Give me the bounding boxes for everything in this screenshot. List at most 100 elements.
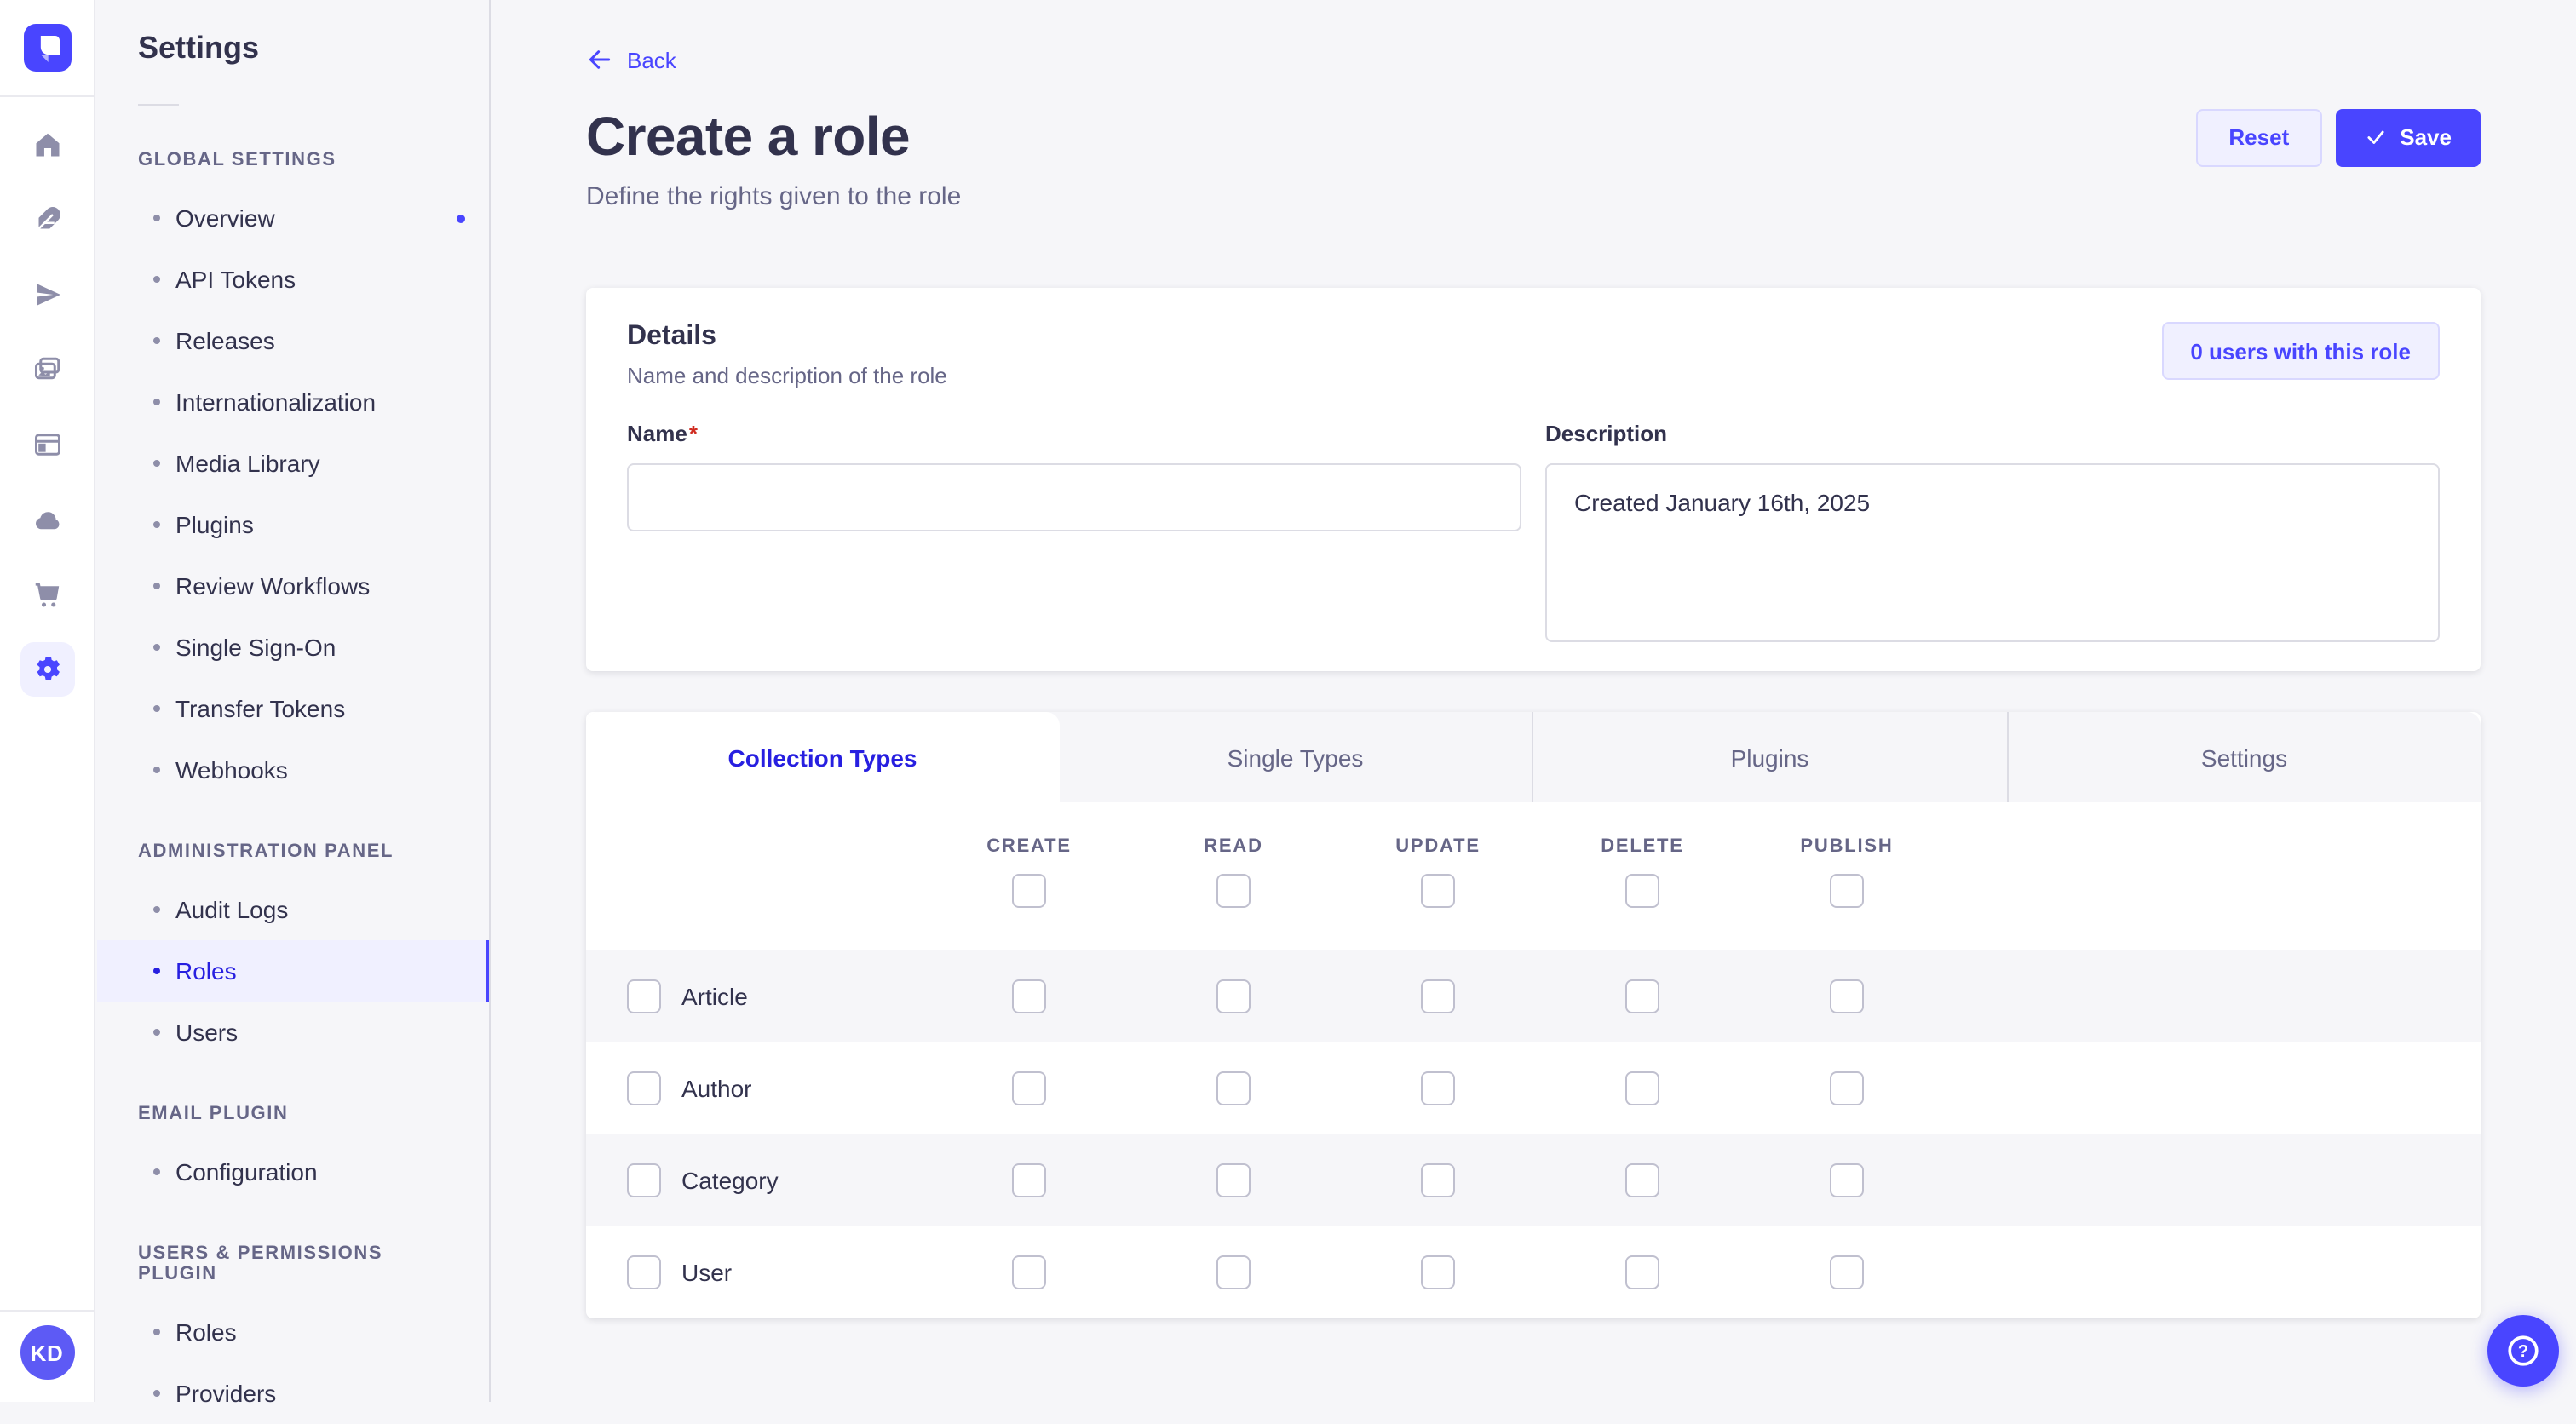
- sidebar-item-releases[interactable]: Releases: [97, 310, 489, 371]
- select-all-read-checkbox[interactable]: [1216, 874, 1251, 908]
- sidebar-item-roles[interactable]: Roles: [97, 1301, 489, 1363]
- category-publish-checkbox[interactable]: [1830, 1163, 1864, 1197]
- sidebar-item-transfer-tokens[interactable]: Transfer Tokens: [97, 678, 489, 739]
- table-row: Article: [586, 950, 2481, 1042]
- strapi-logo-icon[interactable]: [23, 24, 71, 72]
- author-read-checkbox[interactable]: [1216, 1071, 1251, 1105]
- page-subtitle: Define the rights given to the role: [586, 182, 962, 211]
- reset-button[interactable]: Reset: [2196, 108, 2322, 166]
- tab-label: Collection Types: [727, 744, 917, 771]
- sidebar-item-webhooks[interactable]: Webhooks: [97, 739, 489, 801]
- category-create-checkbox[interactable]: [1012, 1163, 1046, 1197]
- bullet-icon: [153, 337, 160, 344]
- article-read-checkbox[interactable]: [1216, 979, 1251, 1013]
- permissions-tabbar: Collection Types Single Types Plugins Setti…: [586, 712, 2481, 802]
- user-read-checkbox[interactable]: [1216, 1255, 1251, 1289]
- bullet-icon: [153, 767, 160, 773]
- sidebar-item-label: Plugins: [175, 511, 254, 538]
- sidebar-item-configuration[interactable]: Configuration: [97, 1141, 489, 1203]
- permissions-table-header: CREATE READ UPDATE DELETE PUBLISH: [586, 802, 2481, 950]
- author-update-checkbox[interactable]: [1421, 1071, 1455, 1105]
- sidebar-item-internationalization[interactable]: Internationalization: [97, 371, 489, 433]
- tab-plugins[interactable]: Plugins: [1532, 712, 2006, 802]
- content-manager-icon[interactable]: [20, 192, 74, 247]
- table-row: User: [586, 1226, 2481, 1318]
- row-label: Category: [681, 1167, 779, 1194]
- sidebar-title: Settings: [138, 31, 260, 65]
- author-row-checkbox[interactable]: [627, 1071, 661, 1105]
- sidebar-item-label: Roles: [175, 957, 237, 985]
- category-row-checkbox[interactable]: [627, 1163, 661, 1197]
- divider: [0, 1310, 94, 1312]
- marketplace-icon[interactable]: [20, 567, 74, 622]
- article-delete-checkbox[interactable]: [1625, 979, 1659, 1013]
- users-with-role-button[interactable]: 0 users with this role: [2161, 322, 2440, 380]
- content-type-builder-icon[interactable]: [20, 417, 74, 472]
- media-library-icon[interactable]: [20, 342, 74, 397]
- sidebar-item-audit-logs[interactable]: Audit Logs: [97, 879, 489, 940]
- active-indicator: [486, 940, 489, 1002]
- column-header: READ: [1204, 836, 1263, 857]
- user-publish-checkbox[interactable]: [1830, 1255, 1864, 1289]
- home-icon[interactable]: [20, 118, 74, 172]
- description-textarea[interactable]: Created January 16th, 2025: [1545, 463, 2440, 642]
- category-read-checkbox[interactable]: [1216, 1163, 1251, 1197]
- select-all-delete-checkbox[interactable]: [1625, 874, 1659, 908]
- back-link[interactable]: Back: [586, 46, 676, 73]
- sidebar-item-plugins[interactable]: Plugins: [97, 494, 489, 555]
- author-create-checkbox[interactable]: [1012, 1071, 1046, 1105]
- sidebar-item-overview[interactable]: Overview: [97, 187, 489, 249]
- bullet-icon: [153, 521, 160, 528]
- select-all-update-checkbox[interactable]: [1421, 874, 1455, 908]
- tab-single-types[interactable]: Single Types: [1059, 712, 1532, 802]
- author-delete-checkbox[interactable]: [1625, 1071, 1659, 1105]
- user-row-checkbox[interactable]: [627, 1255, 661, 1289]
- article-create-checkbox[interactable]: [1012, 979, 1046, 1013]
- table-row: Category: [586, 1134, 2481, 1226]
- select-all-publish-checkbox[interactable]: [1830, 874, 1864, 908]
- page-title: Create a role: [586, 106, 911, 167]
- avatar[interactable]: KD: [20, 1325, 74, 1380]
- sidebar-item-users[interactable]: Users: [97, 1002, 489, 1063]
- icon-rail: KD: [0, 0, 95, 1402]
- details-title: Details: [627, 322, 716, 351]
- bullet-icon: [153, 399, 160, 405]
- column-header: PUBLISH: [1800, 836, 1894, 857]
- sidebar-item-api-tokens[interactable]: API Tokens: [97, 249, 489, 310]
- notification-dot-icon: [457, 214, 465, 222]
- sidebar-item-label: Users: [175, 1019, 239, 1046]
- question-icon: ?: [2508, 1335, 2539, 1366]
- tab-settings[interactable]: Settings: [2006, 712, 2481, 802]
- select-all-create-checkbox[interactable]: [1012, 874, 1046, 908]
- article-publish-checkbox[interactable]: [1830, 979, 1864, 1013]
- main-content: Back Create a role Reset Save Define the…: [491, 0, 2576, 1402]
- user-create-checkbox[interactable]: [1012, 1255, 1046, 1289]
- settings-icon[interactable]: [20, 642, 74, 697]
- deploy-icon[interactable]: [20, 492, 74, 547]
- bullet-icon: [153, 215, 160, 221]
- tab-collection-types[interactable]: Collection Types: [586, 712, 1059, 802]
- sidebar-item-label: Transfer Tokens: [175, 695, 346, 722]
- column-header: CREATE: [986, 836, 1072, 857]
- sidebar-item-single-sign-on[interactable]: Single Sign-On: [97, 617, 489, 678]
- help-button[interactable]: ?: [2487, 1315, 2559, 1387]
- table-row: Author: [586, 1042, 2481, 1134]
- sidebar-item-media-library[interactable]: Media Library: [97, 433, 489, 494]
- article-update-checkbox[interactable]: [1421, 979, 1455, 1013]
- author-publish-checkbox[interactable]: [1830, 1071, 1864, 1105]
- article-row-checkbox[interactable]: [627, 979, 661, 1013]
- sidebar-item-roles[interactable]: Roles: [97, 940, 489, 1002]
- user-update-checkbox[interactable]: [1421, 1255, 1455, 1289]
- category-update-checkbox[interactable]: [1421, 1163, 1455, 1197]
- user-delete-checkbox[interactable]: [1625, 1255, 1659, 1289]
- category-delete-checkbox[interactable]: [1625, 1163, 1659, 1197]
- sidebar-item-label: Configuration: [175, 1158, 318, 1186]
- releases-icon[interactable]: [20, 267, 74, 322]
- save-button[interactable]: Save: [2335, 108, 2481, 166]
- sidebar-item-label: Media Library: [175, 450, 320, 477]
- sidebar-item-providers[interactable]: Providers: [97, 1363, 489, 1424]
- tab-label: Single Types: [1227, 744, 1364, 771]
- name-input[interactable]: [627, 463, 1521, 531]
- sidebar-item-review-workflows[interactable]: Review Workflows: [97, 555, 489, 617]
- sidebar-item-label: Internationalization: [175, 388, 377, 416]
